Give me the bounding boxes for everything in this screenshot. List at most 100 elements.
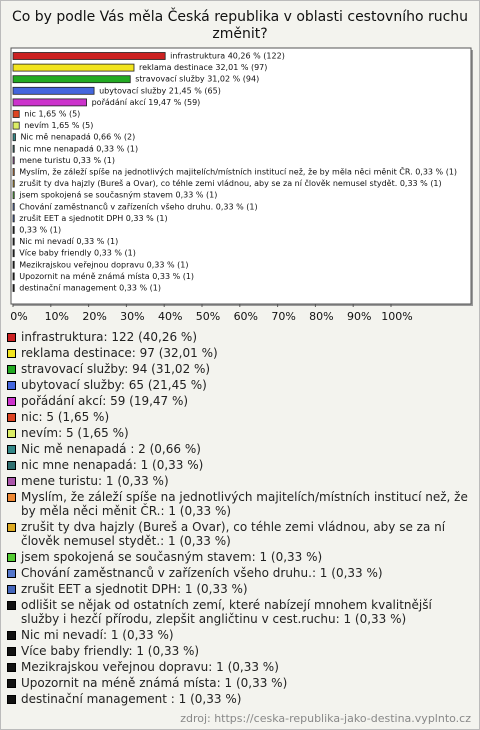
legend-item: jsem spokojená se současným stavem: 1 (0… [7, 550, 473, 564]
legend-swatch [7, 461, 16, 470]
legend-item: nic mne nenapadá: 1 (0,33 %) [7, 458, 473, 472]
bar-label: Nic mě nenapadá 0,66 % (2) [20, 133, 135, 142]
legend-label: jsem spokojená se současným stavem: 1 (0… [21, 550, 323, 564]
legend-label: odlišit se nějak od ostatních zemí, kter… [21, 598, 432, 626]
x-tick-label: 100% [381, 310, 412, 323]
legend-label: reklama destinace: 97 (32,01 %) [21, 346, 218, 360]
legend-item: Chování zaměstnanců v zařízeních všeho d… [7, 566, 473, 580]
legend-label: nevím: 5 (1,65 %) [21, 426, 129, 440]
legend-label: zrušit ty dva hajzly (Bureš a Ovar), co … [21, 520, 446, 548]
legend-label: nic: 5 (1,65 %) [21, 410, 110, 424]
bar-label: Více baby friendly 0,33 % (1) [19, 249, 136, 258]
legend-label: Myslím, že záleží spíše na jednotlivých … [21, 490, 468, 518]
legend-label: infrastruktura: 122 (40,26 %) [21, 330, 198, 344]
bar-label: Upozornit na méně známá místa 0,33 % (1) [19, 271, 194, 281]
x-tick-label: 60% [234, 310, 258, 323]
legend-item: reklama destinace: 97 (32,01 %) [7, 346, 473, 360]
legend-label: Nic mě nenapadá : 2 (0,66 %) [21, 442, 201, 456]
legend-swatch [7, 493, 16, 502]
legend-label: stravovací služby: 94 (31,02 %) [21, 362, 211, 376]
legend-item: nevím: 5 (1,65 %) [7, 426, 473, 440]
legend-item: nic: 5 (1,65 %) [7, 410, 473, 424]
legend-swatch [7, 695, 16, 704]
legend-swatch [7, 647, 16, 656]
bar [12, 98, 87, 107]
bar [12, 249, 15, 258]
bar [12, 272, 15, 281]
legend-label: Nic mi nevadí: 1 (0,33 %) [21, 628, 174, 642]
legend-item: destinační management : 1 (0,33 %) [7, 692, 473, 706]
legend-swatch [7, 413, 16, 422]
legend-swatch [7, 445, 16, 454]
bar-label: pořádání akcí 19,47 % (59) [92, 98, 201, 107]
legend-item: Mezikrajskou veřejnou dopravu: 1 (0,33 %… [7, 660, 473, 674]
legend-label: zrušit EET a sjednotit DPH: 1 (0,33 %) [21, 582, 248, 596]
source: zdroj: https://ceska-republika-jako-dest… [180, 712, 471, 725]
bar [12, 86, 95, 95]
legend-swatch [7, 477, 16, 486]
bar [12, 214, 15, 223]
legend-item: Upozornit na méně známá místa: 1 (0,33 %… [7, 676, 473, 690]
chart: infrastruktura 40,26 % (122) reklama dest… [10, 47, 473, 323]
legend-label: destinační management : 1 (0,33 %) [21, 692, 242, 706]
legend-swatch [7, 569, 16, 578]
bar-label: nic mne nenapadá 0,33 % (1) [19, 144, 138, 153]
bar [12, 260, 15, 269]
legend-swatch [7, 333, 16, 342]
bar [12, 226, 15, 234]
bar-label: nevím 1,65 % (5) [24, 121, 93, 130]
legend-swatch [7, 397, 16, 406]
bar [12, 284, 15, 292]
legend-item: ubytovací služby: 65 (21,45 %) [7, 378, 473, 392]
bar-label: reklama destinace 32,01 % (97) [139, 63, 267, 72]
legend-item: zrušit EET a sjednotit DPH: 1 (0,33 %) [7, 582, 473, 596]
bar-label: ubytovací služby 21,45 % (65) [99, 86, 221, 95]
legend-swatch [7, 631, 16, 640]
bar [12, 121, 20, 130]
legend-label: Mezikrajskou veřejnou dopravu: 1 (0,33 %… [21, 660, 279, 674]
bars: infrastruktura 40,26 % (122) reklama dest… [12, 52, 457, 293]
legend-label: Upozornit na méně známá místa: 1 (0,33 %… [21, 676, 288, 690]
bar [12, 144, 15, 153]
bar-label: zrušit ty dva hajzly (Bureš a Ovar), co … [19, 178, 441, 188]
bar-label: destinační management 0,33 % (1) [19, 283, 161, 293]
legend-item: Myslím, že záleží spíše na jednotlivých … [7, 490, 473, 518]
legend-label: nic mne nenapadá: 1 (0,33 %) [21, 458, 204, 472]
chart-title: Co by podle Vás měla Česká republika v o… [11, 9, 469, 42]
legend-swatch [7, 553, 16, 562]
legend-swatch [7, 679, 16, 688]
x-tick-label: 30% [120, 310, 144, 323]
legend-label: mene turistu: 1 (0,33 %) [21, 474, 169, 488]
x-tick-label: 40% [158, 310, 182, 323]
legend-item: zrušit ty dva hajzly (Bureš a Ovar), co … [7, 520, 473, 548]
bar-label: stravovací služby 31,02 % (94) [135, 75, 259, 84]
bar [12, 52, 166, 60]
x-tick-label: 80% [309, 310, 333, 323]
legend-swatch [7, 349, 16, 358]
legend-label: Chování zaměstnanců v zařízeních všeho d… [21, 566, 383, 580]
bar-label: Myslím, že záleží spíše na jednotlivých … [19, 166, 457, 177]
bar [12, 156, 15, 165]
x-tick-label: 10% [45, 310, 69, 323]
bar-label: Chování zaměstnanců v zařízeních všeho d… [19, 201, 257, 211]
legend-item: Nic mě nenapadá : 2 (0,66 %) [7, 442, 473, 456]
legend-swatch [7, 663, 16, 672]
legend-label: Více baby friendly: 1 (0,33 %) [21, 644, 200, 658]
legend-item: Nic mi nevadí: 1 (0,33 %) [7, 628, 473, 642]
legend-item: mene turistu: 1 (0,33 %) [7, 474, 473, 488]
legend-swatch [7, 381, 16, 390]
legend-item: pořádání akcí: 59 (19,47 %) [7, 394, 473, 408]
x-tick-label: 70% [271, 310, 295, 323]
bar [12, 110, 20, 118]
legend-swatch [7, 601, 16, 610]
bar-label: 0,33 % (1) [19, 226, 61, 235]
legend-item: infrastruktura: 122 (40,26 %) [7, 330, 473, 344]
bar-label: mene turistu 0,33 % (1) [19, 156, 115, 165]
bar-label: Nic mi nevadí 0,33 % (1) [19, 237, 118, 246]
legend-swatch [7, 365, 16, 374]
bar-label: infrastruktura 40,26 % (122) [170, 52, 285, 61]
x-tick-label: 90% [347, 310, 371, 323]
bar [12, 191, 15, 200]
bar-label: nic 1,65 % (5) [24, 110, 80, 119]
